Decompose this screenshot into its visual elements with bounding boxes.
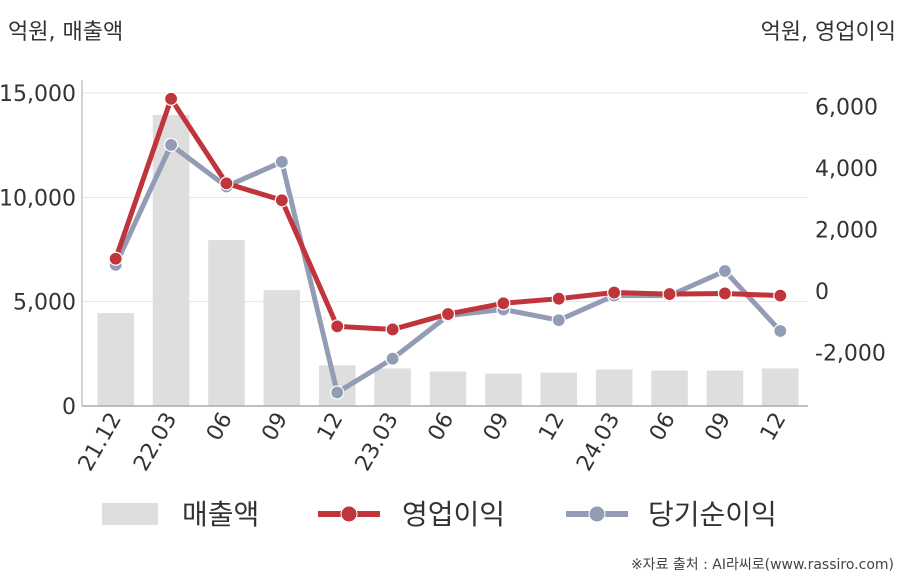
legend-operating-profit-marker	[340, 505, 358, 523]
operating-profit-point	[662, 286, 677, 302]
profit-lines	[108, 91, 788, 400]
net-income-point	[385, 351, 400, 366]
gridlines	[82, 92, 808, 303]
revenue-bar	[263, 290, 301, 406]
net-income-point	[717, 263, 733, 279]
x-tick-label: 12	[313, 409, 349, 446]
operating-profit-point	[717, 286, 733, 301]
right-axis-ticks: -2,000 0 2,000 4,000 6,000	[815, 96, 886, 367]
right-axis-unit-label: 억원, 영업이익	[760, 20, 896, 45]
operating-profit-point	[773, 288, 788, 303]
operating-profit-point	[551, 291, 566, 306]
left-axis-ticks: 0 5,000 10,000 15,000	[0, 82, 76, 420]
legend-operating-profit-label: 영업이익	[402, 498, 505, 531]
operating-profit-point	[274, 193, 289, 208]
x-tick-label: 12	[534, 409, 570, 446]
legend-revenue-swatch	[102, 503, 158, 525]
revenue-bar	[152, 114, 190, 406]
revenue-bar	[651, 370, 688, 406]
right-tick-label: -2,000	[815, 342, 886, 367]
legend-net-income-label: 당기순이익	[648, 498, 777, 531]
revenue-bars	[97, 114, 799, 406]
revenue-bar	[208, 240, 245, 406]
operating-profit-point	[385, 322, 400, 337]
revenue-bar	[762, 368, 799, 406]
net-income-point	[330, 385, 345, 400]
x-tick-label: 06	[202, 409, 238, 446]
x-tick-label: 06	[645, 409, 681, 446]
revenue-bar	[540, 372, 578, 406]
source-note: ※자료 출처 : AI라씨로(www.rassiro.com)	[630, 557, 894, 573]
net-income-point	[551, 313, 566, 328]
legend: 매출액 영업이익 당기순이익	[102, 498, 777, 531]
axes	[81, 80, 808, 407]
x-tick-label: 06	[424, 409, 460, 446]
right-tick-label: 4,000	[815, 157, 878, 182]
left-axis-unit-label: 억원, 매출액	[8, 20, 124, 45]
operating-profit-point	[496, 296, 511, 311]
revenue-bar	[485, 373, 522, 406]
right-tick-label: 2,000	[815, 219, 878, 244]
x-tick-label: 09	[479, 409, 515, 446]
left-tick-label: 10,000	[0, 186, 76, 211]
left-tick-label: 0	[62, 395, 76, 420]
revenue-bar	[706, 370, 744, 406]
legend-revenue-label: 매출액	[182, 498, 259, 531]
x-tick-label: 21.12	[74, 409, 127, 476]
right-tick-label: 0	[815, 280, 829, 305]
operating-profit-point	[219, 176, 234, 191]
operating-profit-point	[163, 91, 179, 106]
net-income-point	[773, 323, 788, 339]
revenue-bar	[374, 368, 411, 406]
left-tick-label: 5,000	[13, 291, 76, 316]
legend-net-income-marker	[588, 505, 606, 523]
x-tick-label: 24.03	[572, 409, 625, 476]
revenue-bar	[595, 369, 633, 406]
operating-profit-point	[330, 319, 345, 334]
net-income-point	[163, 137, 179, 153]
operating-profit-point	[440, 306, 456, 322]
right-tick-label: 6,000	[815, 96, 878, 121]
operating-profit-point	[108, 251, 123, 266]
x-tick-label: 09	[700, 409, 736, 446]
revenue-bar	[97, 313, 134, 406]
operating-profit-point	[607, 285, 622, 300]
x-axis-ticks: 21.12 22.03 06 09 12 23.03 06 09 12 24.03 06 09 12	[74, 409, 792, 476]
x-tick-label: 12	[756, 409, 792, 446]
net-income-point	[274, 154, 289, 169]
x-tick-label: 09	[257, 409, 293, 446]
x-tick-label: 22.03	[129, 409, 182, 476]
revenue-bar	[429, 371, 467, 406]
left-tick-label: 15,000	[0, 82, 76, 107]
x-tick-label: 23.03	[351, 409, 404, 476]
